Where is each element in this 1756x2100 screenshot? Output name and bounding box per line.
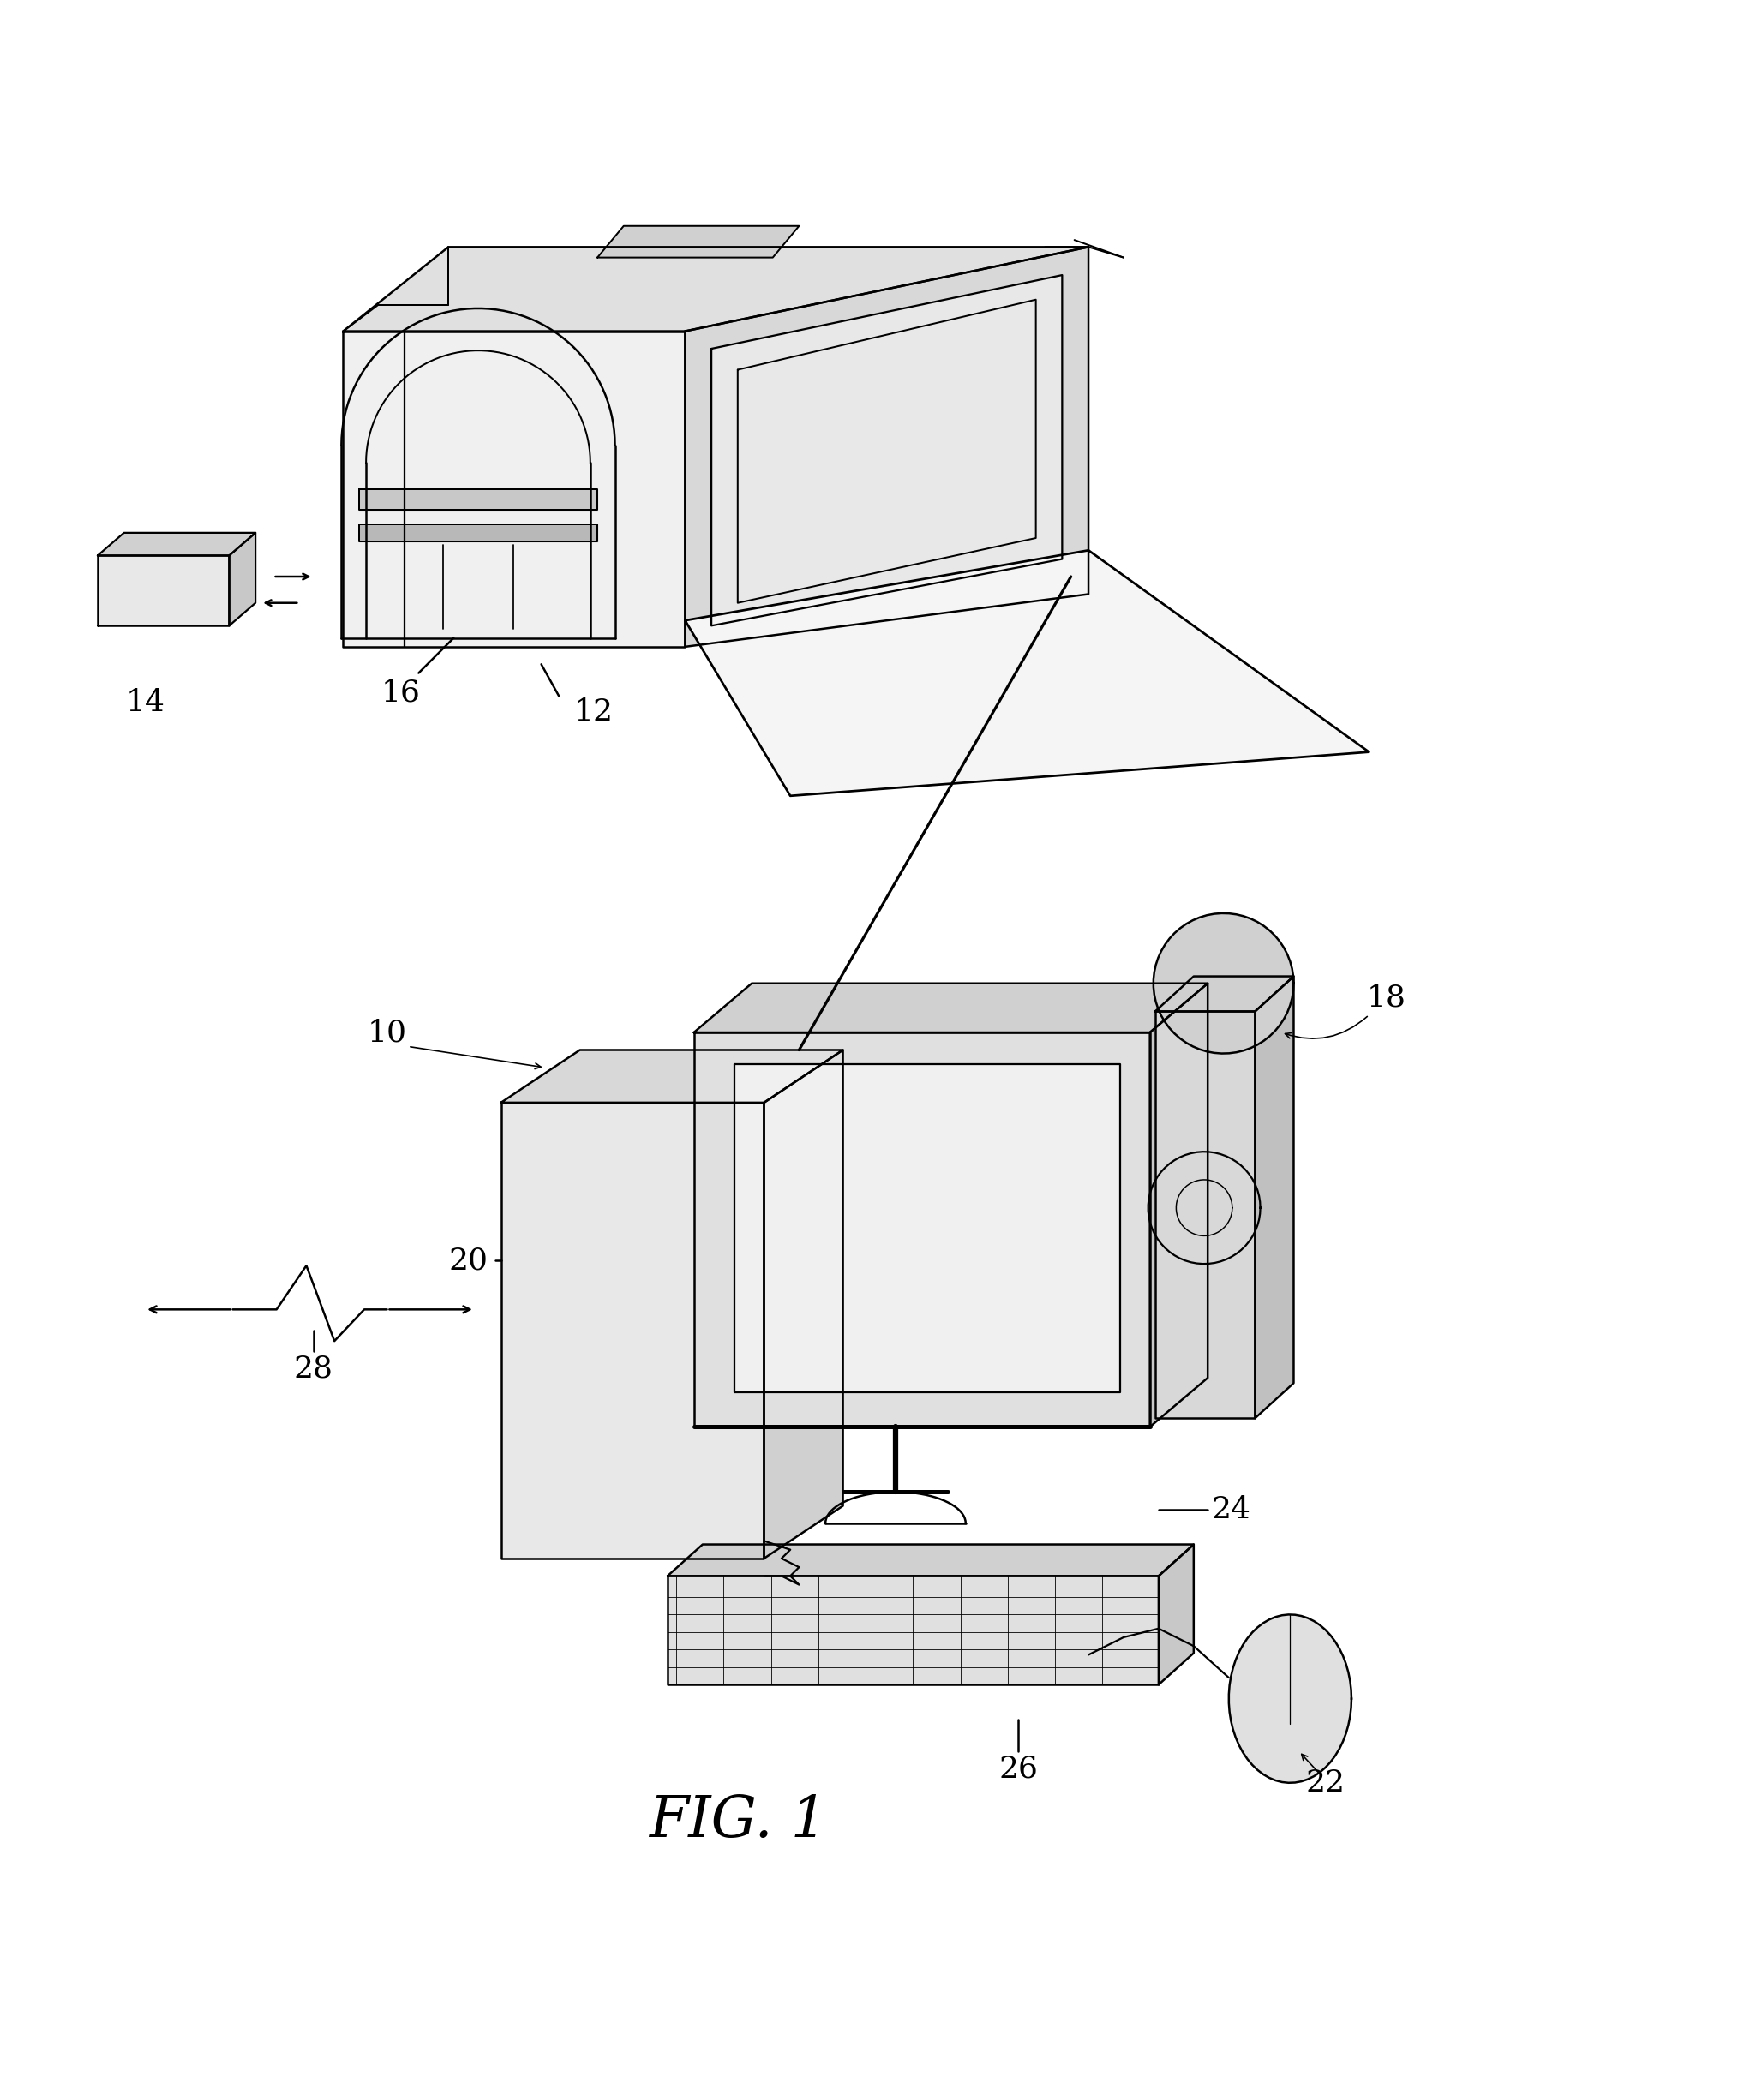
Polygon shape (685, 550, 1370, 796)
Polygon shape (1154, 914, 1294, 1054)
Polygon shape (358, 489, 597, 510)
Text: 18: 18 (1366, 983, 1407, 1012)
Text: 20: 20 (448, 1245, 488, 1275)
Polygon shape (764, 1050, 843, 1558)
Text: FIG. 1: FIG. 1 (648, 1793, 827, 1850)
Polygon shape (342, 332, 685, 647)
Text: 10: 10 (367, 1018, 407, 1048)
Text: 28: 28 (293, 1354, 334, 1384)
Text: 24: 24 (1212, 1495, 1250, 1525)
Text: 16: 16 (381, 678, 421, 708)
Polygon shape (98, 556, 230, 626)
Polygon shape (1159, 1544, 1194, 1684)
Polygon shape (500, 1050, 843, 1102)
Polygon shape (1256, 977, 1294, 1418)
Text: 22: 22 (1305, 1768, 1345, 1798)
Polygon shape (685, 248, 1089, 647)
Polygon shape (1150, 983, 1208, 1426)
Polygon shape (734, 1065, 1120, 1392)
Polygon shape (597, 227, 799, 258)
Polygon shape (667, 1575, 1159, 1684)
Polygon shape (1155, 977, 1294, 1012)
Polygon shape (667, 1544, 1194, 1575)
Text: 26: 26 (999, 1753, 1038, 1783)
Polygon shape (711, 275, 1062, 626)
Polygon shape (230, 533, 255, 626)
Polygon shape (500, 1102, 764, 1558)
Text: 14: 14 (125, 689, 165, 718)
Polygon shape (342, 248, 1089, 332)
Polygon shape (98, 533, 255, 556)
Polygon shape (694, 1033, 1150, 1426)
Text: 12: 12 (574, 697, 613, 727)
Polygon shape (694, 983, 1208, 1033)
Polygon shape (1229, 1615, 1352, 1783)
Polygon shape (358, 525, 597, 542)
Polygon shape (1155, 1012, 1256, 1418)
